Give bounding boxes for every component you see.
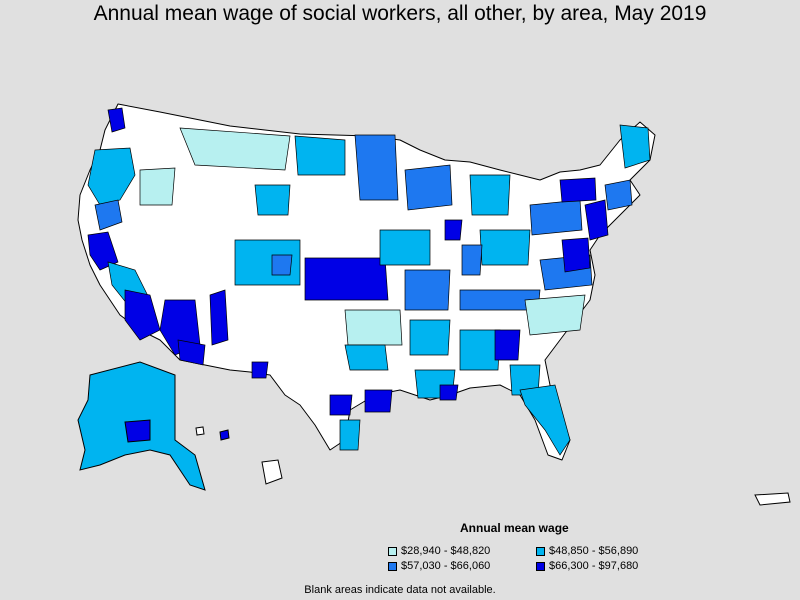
region-anchorage <box>124 419 151 443</box>
region-missouri <box>404 269 451 311</box>
region-houston <box>364 389 393 413</box>
region-mn <box>354 134 399 201</box>
region-new-england <box>604 179 633 211</box>
region-new-orleans <box>439 384 459 401</box>
legend-swatch-4 <box>536 561 545 571</box>
region-idaho <box>139 167 176 206</box>
region-hawaii-oahu <box>219 429 230 441</box>
region-kansas <box>304 257 389 301</box>
region-alabama <box>459 329 501 371</box>
region-dakota <box>294 135 346 176</box>
region-dallas <box>344 344 389 371</box>
region-wisconsin <box>404 164 453 211</box>
region-montana <box>179 127 291 171</box>
legend-item-4: $66,300 - $97,680 <box>536 560 638 572</box>
region-ohio <box>479 229 531 266</box>
region-tx-coast <box>339 419 361 451</box>
legend-item-1: $28,940 - $48,820 <box>388 545 490 557</box>
region-seattle <box>107 107 126 133</box>
region-denver <box>271 254 293 276</box>
region-new-york <box>559 177 597 203</box>
region-michigan <box>469 174 511 216</box>
alaska <box>77 361 206 491</box>
region-nyc <box>584 199 609 241</box>
region-oklahoma <box>344 309 403 346</box>
region-hawaii-kauai <box>195 426 205 436</box>
region-nm <box>209 289 229 346</box>
legend-swatch-1 <box>388 546 397 556</box>
region-pennsylvania <box>529 199 583 236</box>
region-pacific-nw <box>87 147 136 206</box>
legend-title: Annual mean wage <box>460 521 569 535</box>
region-austin <box>329 394 353 416</box>
region-atlanta <box>494 329 521 361</box>
legend-label-1: $28,940 - $48,820 <box>401 545 491 557</box>
region-dc <box>561 237 591 273</box>
region-iowa <box>379 229 431 266</box>
region-wyoming <box>254 184 291 216</box>
region-indiana <box>461 244 483 276</box>
legend-label-3: $57,030 - $66,060 <box>401 560 491 572</box>
region-maine <box>619 124 651 169</box>
legend-item-3: $57,030 - $66,060 <box>388 560 490 572</box>
legend-swatch-3 <box>388 561 397 571</box>
region-chicago <box>444 219 463 241</box>
region-socal <box>124 289 161 341</box>
region-el-paso <box>251 361 269 379</box>
region-hawaii-big <box>261 459 283 485</box>
footnote: Blank areas indicate data not available. <box>304 584 496 596</box>
region-arkansas <box>409 319 451 356</box>
region-tucson <box>177 339 206 366</box>
wage-regions <box>87 107 651 456</box>
region-florida <box>519 384 571 456</box>
puerto-rico <box>754 492 791 506</box>
region-carolinas <box>524 294 586 336</box>
legend-label-4: $66,300 - $97,680 <box>549 560 639 572</box>
region-oregon <box>94 199 123 231</box>
legend-label-2: $48,850 - $56,890 <box>549 545 639 557</box>
legend-swatch-2 <box>536 546 545 556</box>
map-title: Annual mean wage of social workers, all … <box>93 2 707 25</box>
legend-item-2: $48,850 - $56,890 <box>536 545 638 557</box>
region-puerto-rico <box>754 492 791 506</box>
hawaii <box>195 426 283 485</box>
